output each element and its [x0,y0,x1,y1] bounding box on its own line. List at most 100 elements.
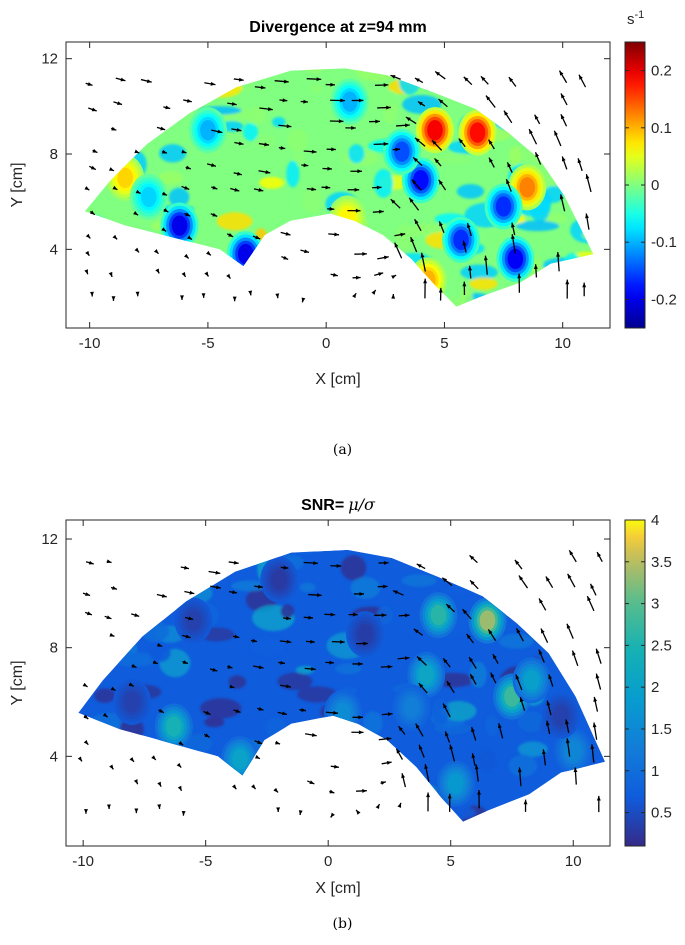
field-patch [520,543,553,563]
vector-arrow [300,249,309,253]
field-patch [73,235,111,261]
field-patch [532,99,564,117]
vector-arrow [88,108,96,112]
field-patch [223,808,239,832]
vector-arrow [529,129,536,144]
vector-arrow [374,272,383,276]
field-patch [499,634,534,649]
y-tick-label: 4 [50,241,58,258]
vector-arrow [568,574,575,587]
vector-arrow [329,790,334,794]
vector-arrow [178,786,182,791]
vector-arrow [109,633,114,637]
vector-arrow [248,291,252,296]
vector-arrow [574,767,578,784]
field-patch [114,143,130,165]
vector-arrow [572,651,578,666]
field-hotspot [437,761,475,807]
vector-arrow [509,77,516,86]
vector-arrow [554,131,561,146]
field-patch [182,59,218,74]
vector-arrow [111,586,117,590]
field-patch [51,206,93,230]
colorbar-tick-label: 1 [651,763,659,780]
field-patch [88,547,122,576]
field-patch [129,775,155,800]
field-patch [131,252,149,275]
field-patch [536,312,566,332]
field-patch [374,169,393,198]
vector-arrow [232,784,236,789]
vector-arrow [561,93,567,105]
vector-arrow [251,784,256,789]
field-patch [568,129,591,154]
y-tick-label: 8 [50,640,58,657]
vector-arrow [157,782,161,787]
field-patch [182,544,213,569]
x-tick-label: 10 [565,853,582,870]
field-patch [76,295,94,323]
field-patch [470,661,487,687]
vector-arrow [84,269,88,274]
field-patch [291,763,315,779]
field-patch [105,768,128,778]
vector-arrow [423,279,427,299]
vector-arrow [415,78,423,82]
y-tick-label: 12 [41,531,58,548]
field-patch [108,86,143,98]
field-patch [256,523,274,537]
vector-arrow [356,810,360,815]
vector-arrow [353,276,361,280]
divergence-chart: Divergence at z=94 mm X [cm] Y [cm] -10-… [0,0,685,470]
vector-arrow [579,75,586,87]
field-patch [119,96,141,114]
field-hotspot [468,598,506,644]
vector-arrow [109,764,113,769]
field-patch [335,808,371,824]
field-patch [509,304,534,331]
vector-arrow [597,552,602,562]
chart-title: SNR=μ/σ [301,495,376,514]
vector-arrow [209,571,221,575]
field-patch [73,552,86,572]
x-tick-label: 0 [324,853,332,870]
field-patch [570,217,606,243]
field-patch [94,688,115,703]
field-patch [432,699,449,726]
field-patch [64,217,81,233]
field-patch [541,54,563,71]
vector-arrow [305,733,317,737]
field-patch [455,45,476,60]
field-patch [315,789,346,798]
vector-arrow [275,293,279,298]
field-patch [149,827,192,845]
field-patch [280,744,303,755]
vector-arrow [582,283,586,297]
vector-arrow [155,268,159,273]
vector-arrow [401,773,405,787]
colorbar-tick-label: 0.5 [651,805,672,822]
vector-arrow [134,150,139,154]
field-patch [157,521,185,545]
field-patch [350,577,380,599]
field-patch [408,784,439,811]
field-patch [235,799,262,825]
vector-arrow [78,756,82,761]
caption-a: (a) [0,442,685,458]
colorbar-tick-label: 3.5 [651,554,672,571]
vector-arrow [113,235,118,240]
field-patch [338,305,366,322]
field-patch [268,746,308,760]
field-patch [264,539,304,555]
vector-arrow [302,297,306,302]
colorbar-unit: s-1 [627,9,644,28]
vector-arrow [435,72,445,79]
field-patch [313,247,326,260]
y-axis-label: Y [cm] [9,660,26,705]
colorbar-tick-label: 2 [651,679,659,696]
vector-arrow [157,804,161,809]
vector-arrow [86,234,91,239]
field-patch [267,769,296,778]
vector-arrow [354,252,367,256]
field-patch [57,731,78,755]
